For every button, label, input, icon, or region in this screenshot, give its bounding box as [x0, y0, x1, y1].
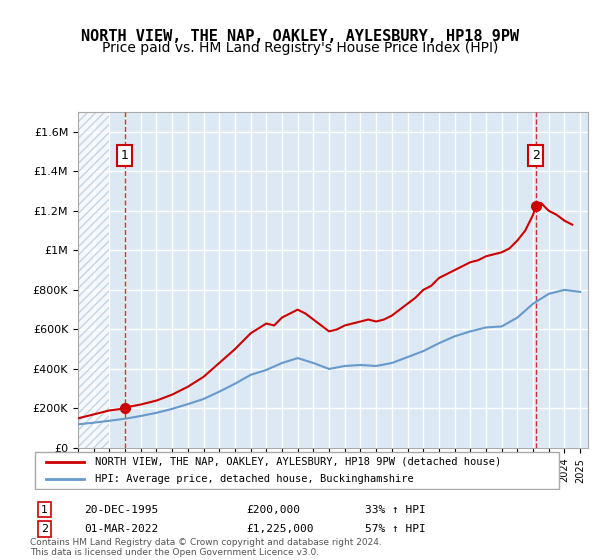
- Text: 20-DEC-1995: 20-DEC-1995: [84, 505, 158, 515]
- Text: £1,225,000: £1,225,000: [246, 524, 314, 534]
- Bar: [78, 112, 109, 448]
- Text: 2: 2: [41, 524, 48, 534]
- Text: NORTH VIEW, THE NAP, OAKLEY, AYLESBURY, HP18 9PW (detached house): NORTH VIEW, THE NAP, OAKLEY, AYLESBURY, …: [95, 457, 501, 467]
- Text: 01-MAR-2022: 01-MAR-2022: [84, 524, 158, 534]
- Text: 33% ↑ HPI: 33% ↑ HPI: [365, 505, 425, 515]
- Text: 1: 1: [41, 505, 48, 515]
- Text: 1: 1: [121, 149, 128, 162]
- FancyBboxPatch shape: [35, 451, 559, 489]
- Text: Price paid vs. HM Land Registry's House Price Index (HPI): Price paid vs. HM Land Registry's House …: [102, 41, 498, 55]
- Text: 57% ↑ HPI: 57% ↑ HPI: [365, 524, 425, 534]
- Text: 2: 2: [532, 149, 539, 162]
- Text: £200,000: £200,000: [246, 505, 300, 515]
- Text: NORTH VIEW, THE NAP, OAKLEY, AYLESBURY, HP18 9PW: NORTH VIEW, THE NAP, OAKLEY, AYLESBURY, …: [81, 29, 519, 44]
- Text: HPI: Average price, detached house, Buckinghamshire: HPI: Average price, detached house, Buck…: [95, 474, 413, 484]
- Text: Contains HM Land Registry data © Crown copyright and database right 2024.
This d: Contains HM Land Registry data © Crown c…: [30, 538, 382, 557]
- Bar: [78, 112, 109, 448]
